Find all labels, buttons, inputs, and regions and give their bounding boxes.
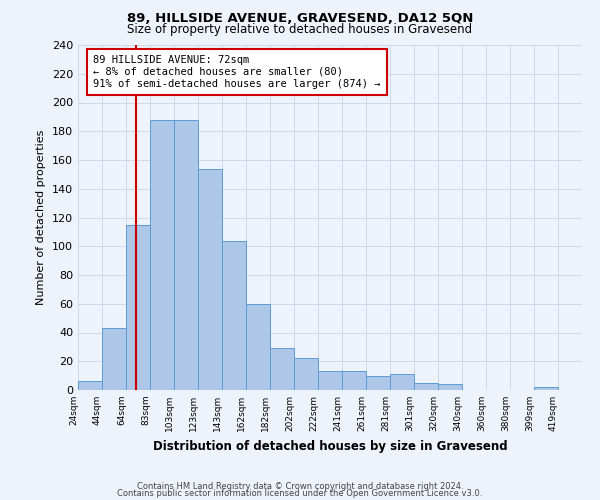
Bar (390, 374, 414, 390)
Bar (414, 383, 438, 390)
Bar (126, 224, 150, 390)
X-axis label: Distribution of detached houses by size in Gravesend: Distribution of detached houses by size … (152, 440, 508, 452)
Bar (294, 358, 318, 390)
Bar (366, 376, 390, 390)
Bar (270, 348, 294, 390)
Bar (150, 120, 174, 390)
Text: Size of property relative to detached houses in Gravesend: Size of property relative to detached ho… (127, 22, 473, 36)
Bar (342, 372, 366, 390)
Bar (102, 328, 126, 390)
Text: Contains public sector information licensed under the Open Government Licence v3: Contains public sector information licen… (118, 490, 482, 498)
Bar (198, 168, 222, 390)
Y-axis label: Number of detached properties: Number of detached properties (37, 130, 46, 305)
Bar (438, 384, 462, 390)
Text: 89 HILLSIDE AVENUE: 72sqm
← 8% of detached houses are smaller (80)
91% of semi-d: 89 HILLSIDE AVENUE: 72sqm ← 8% of detach… (93, 56, 380, 88)
Text: 89, HILLSIDE AVENUE, GRAVESEND, DA12 5QN: 89, HILLSIDE AVENUE, GRAVESEND, DA12 5QN (127, 12, 473, 26)
Bar (534, 387, 558, 390)
Bar (222, 240, 246, 390)
Bar (246, 304, 270, 390)
Bar (78, 382, 102, 390)
Bar (174, 120, 198, 390)
Bar (318, 372, 342, 390)
Text: Contains HM Land Registry data © Crown copyright and database right 2024.: Contains HM Land Registry data © Crown c… (137, 482, 463, 491)
